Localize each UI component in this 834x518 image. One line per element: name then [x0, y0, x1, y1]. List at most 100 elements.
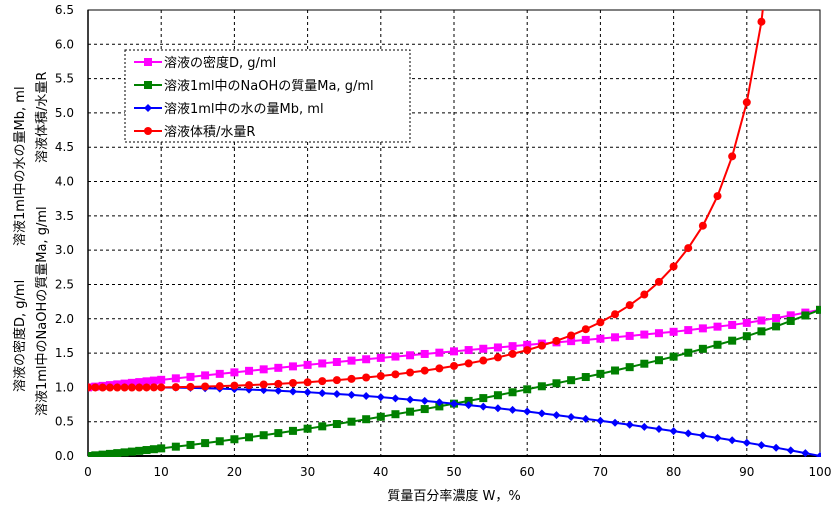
data-point [523, 340, 532, 349]
data-point [376, 393, 385, 402]
data-point [171, 374, 180, 383]
data-point [654, 277, 663, 286]
data-point [567, 337, 576, 346]
data-point [376, 412, 385, 421]
data-point [98, 383, 107, 392]
data-point [786, 446, 795, 455]
data-point [698, 344, 707, 353]
data-point [508, 388, 517, 397]
data-point [669, 427, 678, 436]
data-point [479, 394, 488, 403]
data-point [742, 318, 751, 327]
data-point [288, 387, 297, 396]
y-tick-label: 3.5 [55, 209, 74, 223]
data-point [728, 336, 737, 345]
data-point [742, 438, 751, 447]
data-point [581, 373, 590, 382]
data-point [581, 414, 590, 423]
data-point [757, 327, 766, 336]
data-point [259, 365, 268, 374]
data-point [816, 305, 821, 314]
data-point [245, 433, 254, 442]
legend-item: 溶液1ml中の水の量Mb, ml [134, 102, 324, 117]
data-point [88, 383, 92, 392]
data-point [625, 331, 634, 340]
legend-swatch-marker [144, 127, 152, 135]
y-tick-label: 1.5 [55, 346, 74, 360]
data-point [135, 446, 144, 455]
data-point [259, 386, 268, 395]
data-point [698, 221, 707, 230]
data-point [684, 244, 693, 253]
data-point [581, 325, 590, 334]
data-point [493, 343, 502, 352]
data-point [611, 333, 620, 342]
legend-item: 溶液の密度D, g/ml [134, 55, 276, 71]
y-axis-title-1b: 溶液1ml中の水の量Mb, ml [13, 86, 28, 246]
data-point [669, 352, 678, 361]
data-point [230, 381, 239, 390]
data-point [142, 377, 151, 386]
data-point [303, 378, 312, 387]
data-point [479, 402, 488, 411]
data-point [376, 353, 385, 362]
data-point [149, 445, 158, 454]
data-point [318, 359, 327, 368]
data-point [186, 382, 195, 391]
x-tick-label: 0 [84, 465, 92, 479]
data-point [201, 382, 210, 391]
legend-swatch-marker [144, 104, 152, 112]
data-point [684, 429, 693, 438]
data-point [523, 407, 532, 416]
data-point [127, 447, 136, 456]
data-point [640, 422, 649, 431]
data-point [376, 371, 385, 380]
x-axis-title: 質量百分率濃度 W，% [387, 488, 520, 504]
data-point [786, 311, 795, 320]
data-point [567, 331, 576, 340]
legend-swatch-marker [144, 58, 152, 66]
data-point [537, 341, 546, 350]
x-tick-label: 70 [593, 465, 608, 479]
data-point [142, 383, 151, 392]
data-point [625, 301, 634, 310]
y-tick-label: 4.0 [55, 175, 74, 189]
data-point [288, 362, 297, 371]
data-point [245, 366, 254, 375]
data-point [274, 379, 283, 388]
data-point [596, 334, 605, 343]
data-point [347, 390, 356, 399]
data-point [640, 290, 649, 299]
data-point [713, 322, 722, 331]
x-tick-label: 20 [227, 465, 242, 479]
data-point [105, 449, 114, 457]
data-point [508, 342, 517, 351]
data-point [391, 394, 400, 403]
data-point [581, 335, 590, 344]
data-point [493, 391, 502, 400]
data-point [230, 435, 239, 444]
data-point [347, 356, 356, 365]
data-point [537, 382, 546, 391]
series-0 [88, 305, 821, 392]
x-tick-label: 90 [739, 465, 754, 479]
data-point [362, 355, 371, 364]
y-tick-label: 5.0 [55, 106, 74, 120]
data-point [464, 396, 473, 405]
data-point [772, 322, 781, 331]
data-point [728, 436, 737, 445]
data-point [362, 415, 371, 424]
data-point [596, 416, 605, 425]
data-point [552, 411, 561, 420]
data-point [157, 375, 166, 384]
data-point [713, 340, 722, 349]
data-point [215, 437, 224, 446]
data-point [625, 363, 634, 372]
data-point [816, 452, 821, 457]
data-point [318, 422, 327, 431]
data-point [120, 383, 129, 392]
data-point [493, 353, 502, 362]
data-point [318, 389, 327, 398]
data-point [742, 98, 751, 107]
